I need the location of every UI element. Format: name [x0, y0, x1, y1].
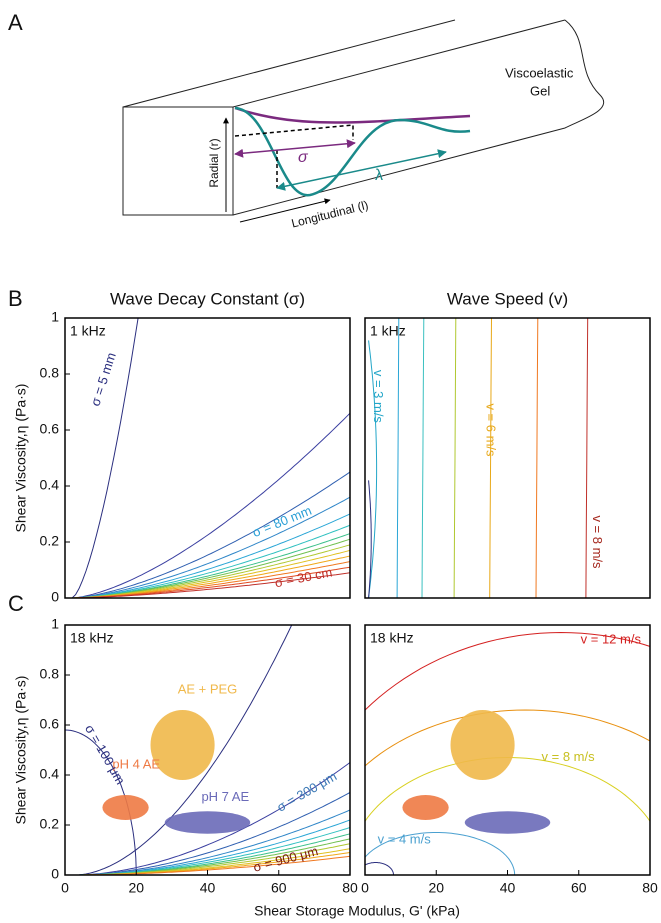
y-tick-label: 0.2: [40, 816, 60, 832]
x-tick-label: 40: [200, 880, 216, 896]
lambda-label: λ: [375, 167, 383, 184]
plot-frame: [364, 317, 651, 599]
y-axis-label: Shear Viscosity,η (Pa·s): [13, 676, 29, 825]
contour-line: [365, 709, 650, 767]
y-tick-label: 0.2: [40, 533, 60, 549]
contour-line: [72, 513, 350, 598]
gel-label: Viscoelastic: [505, 65, 574, 80]
contour-label: v = 4 m/s: [378, 831, 432, 846]
y-tick-label: 0.4: [40, 766, 60, 782]
contour-label: v = 12 m/s: [581, 631, 642, 646]
x-tick-label: 60: [571, 880, 587, 896]
contour-line: [72, 572, 350, 598]
frequency-label: 18 kHz: [370, 630, 414, 646]
contour-line: [368, 480, 372, 598]
contour-line: [75, 625, 293, 875]
contour-line: [65, 729, 137, 875]
x-tick-label: 40: [500, 880, 516, 896]
x-tick-label: 20: [128, 880, 144, 896]
contour-line: [72, 524, 350, 598]
contour-label: σ = 30 cm: [273, 564, 333, 590]
y-tick-label: 1: [51, 616, 59, 632]
y-tick-label: 0.6: [40, 716, 60, 732]
x-tick-label: 80: [642, 880, 658, 896]
contour-line: [72, 471, 350, 598]
frequency-label: 18 kHz: [70, 630, 114, 646]
chart: v = 12 m/s v = 8 m/s v = 4 m/s 18 kHz 0 20 40 6…: [361, 624, 658, 896]
contour-line: [365, 862, 394, 875]
contour-label: σ = 100 μm: [82, 722, 128, 787]
contour-line: [72, 412, 350, 598]
x-tick-label: 20: [428, 880, 444, 896]
chart-title: Wave Speed (v): [447, 289, 568, 308]
contour-line: [585, 318, 589, 598]
contour-label: v = 8 m/s: [590, 515, 605, 569]
plot-frame: [64, 317, 351, 599]
contour-line: [368, 340, 378, 598]
contour-line: [535, 318, 539, 598]
frequency-label: 1 kHz: [370, 323, 406, 339]
x-tick-label: 0: [61, 880, 69, 896]
region-label: AE + PEG: [178, 681, 238, 696]
y-tick-label: 1: [51, 309, 59, 325]
contours: [71, 318, 350, 598]
x-tick-label: 0: [361, 880, 369, 896]
contour-label: v = 8 m/s: [542, 749, 596, 764]
decay-envelope: [234, 106, 471, 124]
y-tick-label: 0: [51, 866, 59, 882]
contour-line: [453, 318, 457, 598]
region-label: pH 7 AE: [201, 789, 249, 804]
region: [402, 795, 449, 820]
contours: [368, 318, 589, 598]
panel-a: A σ λ Viscoelastic Gel Radial (r) Longit…: [8, 10, 604, 231]
contour-label: σ = 300 μm: [274, 768, 339, 814]
region: [450, 710, 515, 780]
contour-line: [75, 762, 350, 875]
gel-box: [122, 19, 604, 216]
region-label: pH 4 AE: [112, 756, 160, 771]
contour-line: [71, 318, 139, 598]
x-tick-label: 60: [271, 880, 287, 896]
panel-label: C: [8, 591, 24, 616]
y-tick-label: 0.4: [40, 477, 60, 493]
lambda-arrow: [276, 149, 447, 191]
contour-line: [72, 533, 350, 598]
x-axis-label: Shear Storage Modulus, G' (kPa): [254, 903, 460, 919]
longitudinal-label: Longitudinal (l): [290, 198, 370, 231]
gel-label: Gel: [530, 83, 550, 98]
chart: v = 3 m/s v = 6 m/s v = 8 m/s 1 kHz Wave Spe…: [364, 289, 651, 599]
y-tick-label: 0: [51, 589, 59, 605]
region: [464, 811, 551, 834]
region: [164, 811, 251, 834]
sigma-label: σ: [298, 149, 309, 166]
x-tick-label: 80: [342, 880, 358, 896]
long-arrow: [239, 198, 331, 223]
radial-label: Radial (r): [207, 138, 221, 187]
chart-title: Wave Decay Constant (σ): [110, 289, 305, 308]
y-tick-label: 0.6: [40, 421, 60, 437]
sigma-arrow: [234, 139, 356, 158]
contour-line: [489, 318, 492, 598]
contour-label: v = 6 m/s: [483, 403, 498, 457]
contour-label: v = 3 m/s: [371, 370, 386, 424]
contour-label: σ = 5 mm: [87, 351, 118, 408]
contour-line: [365, 832, 516, 875]
y-tick-label: 0.8: [40, 666, 60, 682]
contour-line: [365, 631, 650, 711]
contour-line: [72, 496, 350, 598]
contour-line: [75, 792, 350, 875]
contour-line: [396, 318, 400, 598]
contour-line: [421, 318, 425, 598]
frequency-label: 1 kHz: [70, 323, 106, 339]
panel-label: A: [8, 10, 23, 35]
y-tick-label: 0.8: [40, 365, 60, 381]
contours: [65, 625, 350, 875]
region: [150, 710, 215, 780]
panel-label: B: [8, 286, 23, 311]
y-axis-label: Shear Viscosity,η (Pa·s): [13, 384, 29, 533]
region: [102, 795, 149, 820]
